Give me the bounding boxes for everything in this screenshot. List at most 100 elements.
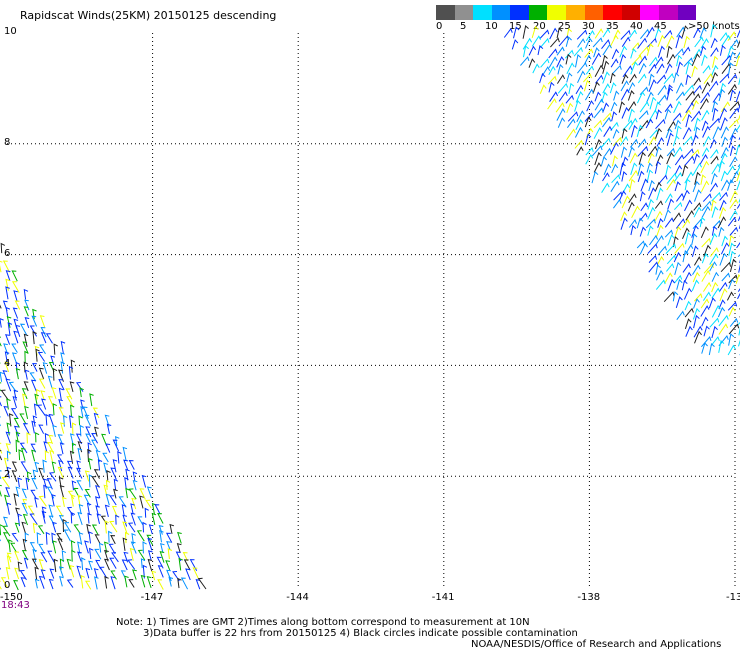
wind-barb bbox=[0, 389, 9, 401]
wind-barb bbox=[123, 459, 129, 471]
wind-barb bbox=[13, 290, 19, 302]
wind-barb bbox=[703, 263, 714, 274]
wind-barb bbox=[11, 470, 18, 482]
wind-barb bbox=[684, 155, 695, 166]
wind-barb bbox=[629, 73, 637, 83]
wind-barb bbox=[528, 45, 537, 56]
wind-barb bbox=[79, 424, 84, 437]
wind-barbs-southwest bbox=[0, 242, 207, 591]
wind-barb bbox=[621, 106, 630, 119]
wind-barb bbox=[31, 420, 36, 434]
wind-barb bbox=[638, 110, 649, 120]
wind-barb bbox=[11, 343, 18, 353]
wind-barb bbox=[648, 254, 658, 263]
colorbar-label: 40 bbox=[630, 21, 643, 32]
wind-barb bbox=[638, 151, 646, 165]
wind-barb bbox=[700, 298, 710, 309]
wind-barb bbox=[681, 109, 692, 122]
wind-barb bbox=[730, 170, 740, 184]
colorbar-label: 20 bbox=[533, 21, 546, 32]
wind-barb bbox=[32, 548, 38, 563]
y-tick-label: 2 bbox=[4, 469, 11, 481]
wind-barb bbox=[645, 118, 654, 129]
wind-barb bbox=[78, 415, 83, 426]
wind-barb bbox=[32, 469, 38, 480]
wind-barb bbox=[22, 498, 28, 509]
wind-barb bbox=[727, 216, 737, 227]
wind-barb bbox=[719, 82, 726, 94]
wind-barb bbox=[683, 287, 693, 300]
wind-barb bbox=[710, 148, 719, 159]
wind-barb bbox=[39, 344, 46, 355]
wind-barb bbox=[565, 94, 574, 104]
wind-barb bbox=[548, 56, 558, 68]
wind-barb bbox=[5, 431, 11, 444]
wind-barb bbox=[66, 396, 74, 407]
wind-barb bbox=[503, 27, 513, 38]
note-line-2: 3)Data buffer is 22 hrs from 20150125 4)… bbox=[143, 628, 578, 639]
wind-barb bbox=[676, 54, 683, 67]
wind-barb bbox=[602, 71, 610, 84]
wind-barb bbox=[639, 191, 646, 202]
wind-barb bbox=[685, 74, 692, 85]
wind-barb bbox=[520, 56, 530, 66]
wind-barb bbox=[0, 567, 2, 570]
wind-barb bbox=[31, 315, 38, 327]
wind-barb bbox=[17, 513, 22, 527]
wind-barb bbox=[584, 116, 592, 128]
wind-barb bbox=[601, 91, 608, 103]
wind-barb bbox=[130, 541, 137, 554]
wind-barb bbox=[620, 211, 628, 222]
wind-barb bbox=[728, 323, 740, 335]
wind-barb bbox=[637, 37, 648, 49]
wind-barb bbox=[699, 97, 709, 110]
wind-barb bbox=[48, 472, 57, 482]
wind-barb bbox=[121, 504, 127, 516]
wind-barb bbox=[576, 29, 588, 40]
wind-barb bbox=[30, 489, 37, 499]
wind-barb bbox=[655, 127, 662, 139]
wind-barb bbox=[666, 87, 674, 101]
wind-barb bbox=[575, 54, 582, 68]
wind-barb bbox=[43, 478, 48, 489]
wind-barb bbox=[157, 579, 164, 590]
wind-barb bbox=[548, 65, 556, 75]
wind-barb bbox=[601, 116, 612, 128]
wind-barb bbox=[108, 530, 113, 543]
wind-barb bbox=[630, 138, 639, 148]
wind-barb bbox=[21, 549, 29, 561]
wind-barb bbox=[701, 237, 711, 248]
x-tick-label: -135 bbox=[726, 592, 740, 603]
wind-barb bbox=[684, 318, 692, 330]
wind-barb bbox=[640, 178, 649, 192]
wind-barb bbox=[636, 91, 646, 104]
wind-barb bbox=[583, 73, 592, 83]
wind-barb bbox=[612, 198, 622, 209]
wind-barb bbox=[77, 512, 83, 526]
wind-barb bbox=[5, 566, 11, 580]
wind-barb bbox=[637, 138, 647, 148]
wind-barb bbox=[58, 515, 65, 525]
wind-barb bbox=[38, 495, 47, 507]
wind-barb bbox=[23, 381, 29, 392]
wind-barb bbox=[719, 107, 727, 121]
wind-barb bbox=[84, 470, 90, 482]
wind-barb bbox=[720, 146, 729, 159]
wind-barb bbox=[666, 254, 677, 265]
wind-barb bbox=[666, 35, 675, 48]
wind-barb bbox=[673, 212, 682, 221]
wind-barb bbox=[21, 521, 27, 535]
wind-barb bbox=[612, 64, 622, 74]
wind-barb bbox=[655, 146, 662, 157]
wind-barb bbox=[683, 57, 694, 67]
wind-barb bbox=[6, 450, 12, 462]
wind-barb bbox=[648, 136, 657, 146]
wind-barb bbox=[110, 570, 117, 580]
note-line-1: Note: 1) Times are GMT 2)Times along bot… bbox=[116, 617, 530, 628]
wind-speed-colorbar bbox=[436, 5, 697, 21]
wind-barb bbox=[84, 540, 89, 554]
wind-barb bbox=[6, 398, 11, 410]
wind-barb bbox=[48, 413, 54, 426]
wind-barb bbox=[585, 37, 593, 49]
wind-barb bbox=[628, 146, 635, 158]
